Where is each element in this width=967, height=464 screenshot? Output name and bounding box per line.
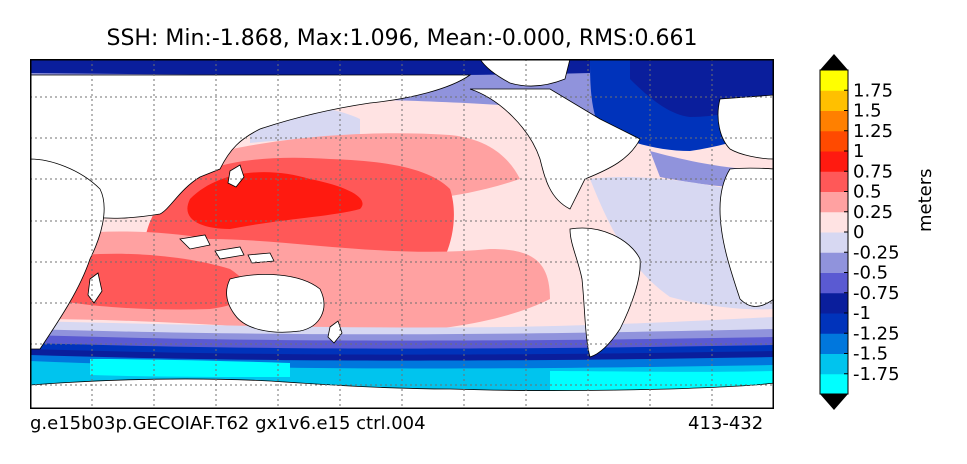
colorbar-swatch bbox=[820, 70, 848, 91]
colorbar-tick-label: 1.75 bbox=[853, 80, 893, 101]
colorbar-swatch bbox=[820, 252, 848, 273]
kuroshio-core bbox=[187, 172, 363, 229]
colorbar-tick-label: -1.5 bbox=[853, 344, 888, 365]
map-border bbox=[30, 59, 774, 409]
north-america-east bbox=[469, 88, 641, 210]
colorbar-swatch bbox=[820, 171, 848, 192]
new-zealand bbox=[327, 320, 343, 344]
year-range-label: 413-432 bbox=[688, 413, 764, 434]
africa bbox=[30, 158, 105, 350]
colorbar-swatch bbox=[820, 151, 848, 172]
colorbar-tick-label: 0.25 bbox=[853, 202, 893, 223]
colorbar-extend-min bbox=[820, 394, 848, 410]
colorbar-tick-label: -1.75 bbox=[853, 364, 900, 385]
colorbar-tick-label: -0.5 bbox=[853, 263, 888, 284]
colorbar-tick-label: 0 bbox=[853, 222, 864, 243]
colorbar-swatch bbox=[820, 333, 848, 354]
colorbar-swatch bbox=[820, 313, 848, 334]
colorbar-swatches bbox=[819, 54, 849, 410]
greenland bbox=[479, 59, 571, 87]
colorbar-tick-label: -1 bbox=[853, 303, 871, 324]
colorbar-tick-label: 0.5 bbox=[853, 182, 882, 203]
run-label: g.e15b03p.GECOIAF.T62 gx1v6.e15 ctrl.004 bbox=[30, 413, 426, 434]
colorbar-ticks: 1.751.51.2510.750.50.250-0.25-0.5-0.75-1… bbox=[844, 80, 900, 385]
colorbar-swatch bbox=[820, 232, 848, 253]
colorbar-swatch bbox=[820, 272, 848, 294]
maritime-islands bbox=[179, 234, 275, 264]
colorbar-tick-label: -0.75 bbox=[853, 283, 900, 304]
colorbar-tick-label: 1.5 bbox=[853, 101, 882, 122]
colorbar: 1.751.51.2510.750.50.250-0.25-0.5-0.75-1… bbox=[819, 54, 900, 410]
chart-title: SSH: Min:-1.868, Max:1.096, Mean:-0.000,… bbox=[106, 26, 698, 51]
ssh-map-svg bbox=[30, 59, 774, 409]
colorbar-swatch bbox=[820, 353, 848, 375]
colorbar-tick-label: 0.75 bbox=[853, 161, 893, 182]
colorbar-swatch bbox=[820, 211, 848, 233]
graticule bbox=[30, 59, 774, 409]
so-band-8b bbox=[90, 359, 290, 377]
colorbar-tick-label: -0.25 bbox=[853, 242, 900, 263]
ssh-map bbox=[30, 59, 774, 409]
europe bbox=[717, 94, 774, 160]
japan bbox=[227, 164, 245, 188]
colorbar-tick-label: 1.25 bbox=[853, 121, 893, 142]
africa-east bbox=[719, 167, 774, 307]
colorbar-extend-max bbox=[820, 54, 848, 70]
colorbar-tick-label: -1.25 bbox=[853, 323, 900, 344]
colorbar-units-label: meters bbox=[915, 168, 936, 232]
colorbar-swatch bbox=[820, 373, 848, 395]
antarctica bbox=[30, 378, 774, 409]
arctic-core bbox=[30, 59, 590, 76]
colorbar-swatch bbox=[820, 130, 848, 152]
colorbar-swatch bbox=[820, 191, 848, 213]
colorbar-tick-label: 1 bbox=[853, 141, 864, 162]
colorbar-swatch bbox=[820, 110, 848, 132]
colorbar-swatch bbox=[820, 90, 848, 111]
colorbar-swatch bbox=[820, 292, 848, 314]
